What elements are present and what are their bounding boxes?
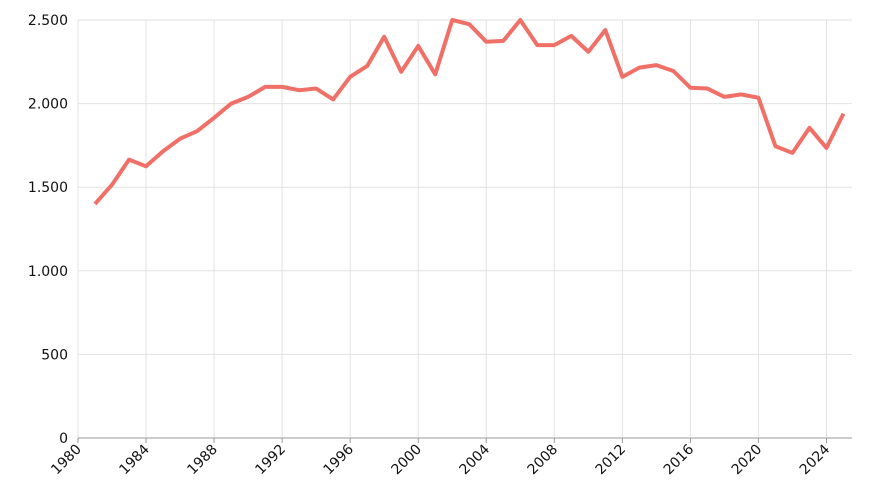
x-tick-label: 1988 (184, 442, 221, 479)
y-tick-label: 1.500 (28, 180, 68, 196)
y-tick-label: 1.000 (28, 264, 68, 280)
x-tick-label: 2020 (729, 442, 766, 479)
y-tick-label: 0 (59, 431, 68, 447)
y-tick-label: 2.500 (28, 13, 68, 29)
x-tick-label: 2000 (389, 442, 426, 479)
x-tick-label: 2008 (525, 442, 562, 479)
y-tick-label: 2.000 (28, 97, 68, 113)
x-tick-label: 1996 (320, 441, 357, 478)
x-tick-label: 2024 (797, 441, 834, 478)
line-series (93, 18, 846, 206)
x-tick-label: 2016 (661, 441, 698, 478)
y-tick-label: 500 (41, 347, 68, 363)
x-tick-label: 2004 (457, 441, 494, 478)
x-tick-label: 1992 (252, 442, 289, 479)
x-tick-label: 1984 (116, 441, 153, 478)
x-tick-label: 2012 (593, 442, 630, 479)
